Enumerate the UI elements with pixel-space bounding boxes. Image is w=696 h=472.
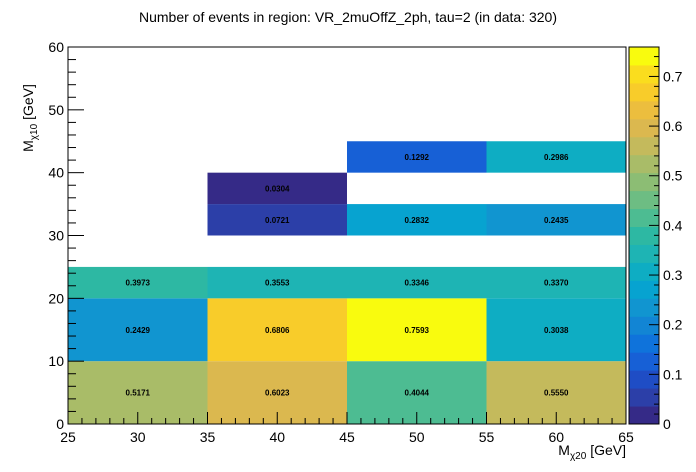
heatmap-cell <box>207 172 347 205</box>
colorbar-segment <box>629 118 659 138</box>
y-tick-label: 60 <box>48 39 64 55</box>
cell-value-label: 0.2832 <box>405 216 430 225</box>
cell-value-label: 0.3973 <box>126 279 151 288</box>
colorbar-segment <box>629 370 659 389</box>
colorbar-segment <box>629 262 659 281</box>
cell-value-label: 0.4044 <box>405 389 430 398</box>
x-tick-label: 50 <box>409 429 425 445</box>
y-tick-label: 20 <box>48 290 64 306</box>
y-axis-title: Mχ10 [GeV] <box>20 84 40 152</box>
colorbar-tick-label: 0.5 <box>663 168 683 184</box>
heatmap-cell <box>68 298 208 362</box>
cell-value-label: 0.3370 <box>544 279 569 288</box>
x-axis-title: Mχ20 [GeV] <box>558 442 626 462</box>
cell-value-label: 0.5171 <box>126 389 151 398</box>
heatmap-cell <box>486 298 626 362</box>
cell-value-label: 0.2429 <box>126 326 151 335</box>
colorbar-tick-label: 0.6 <box>663 118 683 134</box>
heatmap-cell <box>486 204 626 236</box>
colorbar-segment <box>629 406 659 425</box>
chart-title: Number of events in region: VR_2muOffZ_2… <box>139 9 557 25</box>
heatmap-cell <box>207 298 347 362</box>
y-tick-label: 0 <box>56 416 64 432</box>
y-axis-title-unit: [GeV] <box>20 84 36 124</box>
y-tick-label: 30 <box>48 228 64 244</box>
colorbar-segment <box>629 64 659 84</box>
heatmap-cell <box>486 141 626 173</box>
x-tick-label: 45 <box>339 429 355 445</box>
x-axis-title-unit: [GeV] <box>586 442 626 458</box>
colorbar-segment <box>629 154 659 174</box>
colorbar-segment <box>629 352 659 371</box>
cell-value-label: 0.0721 <box>265 216 290 225</box>
cell-value-label: 0.0304 <box>265 184 290 193</box>
colorbar-segment <box>629 316 659 335</box>
heatmap-cell <box>486 266 626 299</box>
colorbar-tick-label: 0.7 <box>663 68 683 84</box>
colorbar-segment <box>629 244 659 263</box>
heatmap-cell-labels: 0.5171 0.6023 0.4044 0.5550 0.2429 0.6806 0.75… <box>126 153 570 398</box>
cell-value-label: 0.5550 <box>544 389 569 398</box>
colorbar-segment <box>629 280 659 299</box>
heatmap-cells <box>68 141 626 424</box>
colorbar-segment <box>629 226 659 245</box>
heatmap-cell <box>68 266 208 299</box>
x-tick-label: 65 <box>618 429 634 445</box>
cell-value-label: 0.2435 <box>544 216 569 225</box>
colorbar-segment <box>629 172 659 192</box>
colorbar-tick-label: 0 <box>663 416 671 432</box>
x-tick-label: 40 <box>269 429 285 445</box>
y-tick-label: 50 <box>48 102 64 118</box>
y-axis-title-sub: χ10 <box>29 123 40 140</box>
cell-value-label: 0.6806 <box>265 326 290 335</box>
y-tick-label: 10 <box>48 353 64 369</box>
heatmap-cell <box>347 266 487 299</box>
colorbar-segment <box>629 208 659 228</box>
heatmap-cell <box>207 266 347 299</box>
colorbar-segment <box>629 388 659 407</box>
x-tick-label: 60 <box>548 429 564 445</box>
colorbar-segment <box>629 136 659 156</box>
cell-value-label: 0.7593 <box>405 326 430 335</box>
cell-value-label: 0.1292 <box>405 153 430 162</box>
x-axis-title-sub: χ20 <box>570 451 587 462</box>
x-tick-label: 30 <box>130 429 146 445</box>
x-axis-title-main: M <box>558 442 570 458</box>
cell-value-label: 0.3038 <box>544 326 569 335</box>
cell-value-label: 0.2986 <box>544 153 569 162</box>
heatmap-cell <box>347 141 487 173</box>
colorbar-segment <box>629 334 659 353</box>
cell-value-label: 0.6023 <box>265 389 290 398</box>
colorbar-segment <box>629 100 659 120</box>
colorbar-tick-label: 0.3 <box>663 267 683 283</box>
heatmap-cell <box>347 204 487 236</box>
colorbar-segment <box>629 298 659 317</box>
x-tick-label: 55 <box>479 429 495 445</box>
colorbar-segment <box>629 82 659 102</box>
heatmap-cell <box>207 204 347 236</box>
y-axis-title-main: M <box>20 140 36 152</box>
colorbar-tick-label: 0.2 <box>663 317 683 333</box>
colorbar-segment <box>629 47 659 66</box>
colorbar-tick-label: 0.4 <box>663 217 683 233</box>
x-tick-label: 25 <box>60 429 76 445</box>
plot-axes: 25 30 35 40 45 50 55 60 65 0 10 20 30 40 50 60 <box>48 39 634 445</box>
colorbar-tick-label: 0.1 <box>663 366 683 382</box>
cell-value-label: 0.3553 <box>265 279 290 288</box>
color-scale-bar: 0 0.1 0.2 0.3 0.4 0.5 0.6 0.7 <box>628 46 683 432</box>
heatmap-cell <box>347 298 487 362</box>
colorbar-segment <box>629 190 659 210</box>
y-tick-label: 40 <box>48 165 64 181</box>
cell-value-label: 0.3346 <box>405 279 430 288</box>
x-tick-label: 35 <box>200 429 216 445</box>
